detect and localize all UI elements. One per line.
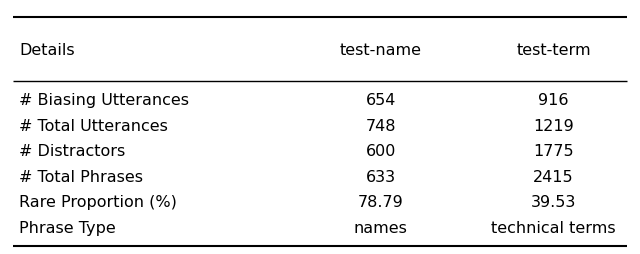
Text: # Distractors: # Distractors [19, 144, 125, 158]
Text: 600: 600 [365, 144, 396, 158]
Text: # Biasing Utterances: # Biasing Utterances [19, 93, 189, 108]
Text: names: names [354, 220, 408, 235]
Text: Details: Details [19, 43, 75, 58]
Text: 1775: 1775 [533, 144, 574, 158]
Text: technical terms: technical terms [492, 220, 616, 235]
Text: # Total Phrases: # Total Phrases [19, 169, 143, 184]
Text: 2415: 2415 [533, 169, 574, 184]
Text: Rare Proportion (%): Rare Proportion (%) [19, 195, 177, 209]
Text: # Total Utterances: # Total Utterances [19, 118, 168, 133]
Text: 748: 748 [365, 118, 396, 133]
Text: 654: 654 [365, 93, 396, 108]
Text: 633: 633 [365, 169, 396, 184]
Text: 1219: 1219 [533, 118, 574, 133]
Text: Phrase Type: Phrase Type [19, 220, 116, 235]
Text: test-name: test-name [340, 43, 422, 58]
Text: 78.79: 78.79 [358, 195, 404, 209]
Text: 39.53: 39.53 [531, 195, 576, 209]
Text: 916: 916 [538, 93, 569, 108]
Text: test-term: test-term [516, 43, 591, 58]
